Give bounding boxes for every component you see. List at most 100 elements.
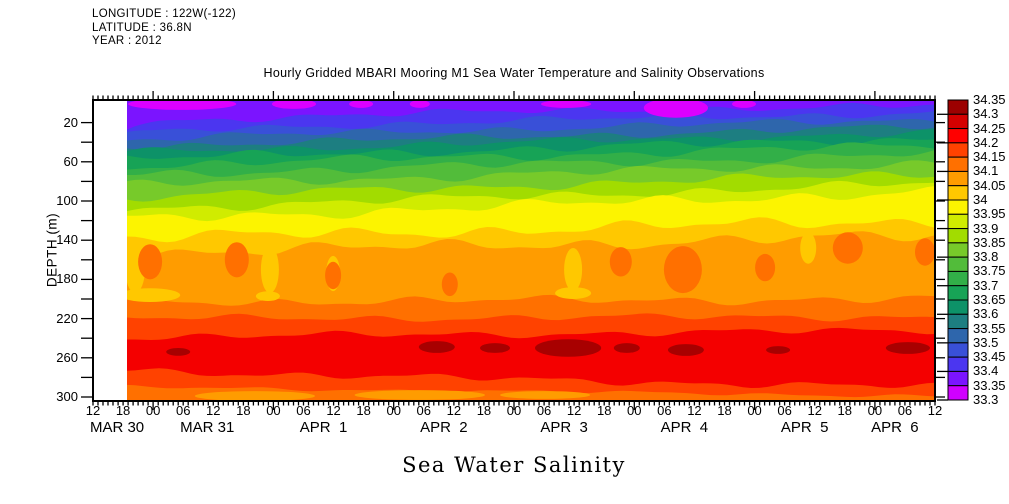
- x-hour-label: 18: [236, 403, 251, 418]
- x-hour-label: 06: [416, 403, 432, 418]
- colorbar-label: 34.35: [973, 92, 1006, 107]
- x-hour-label: 18: [596, 403, 612, 418]
- dark-red-cores: [480, 343, 510, 353]
- x-date-label: APR 3: [540, 419, 588, 436]
- year-text: YEAR : 2012: [92, 35, 162, 47]
- x-date-label: APR 5: [780, 419, 829, 436]
- y-tick-label: 220: [56, 310, 78, 326]
- x-hour-label: 12: [566, 403, 582, 418]
- x-hour-label: 12: [446, 403, 462, 418]
- colorbar-cell: [947, 342, 969, 358]
- colorbar-label: 33.85: [973, 234, 1006, 250]
- plot-title: Hourly Gridded MBARI Mooring M1 Sea Wate…: [263, 66, 765, 80]
- contour-bands: [127, 100, 935, 401]
- y-tick-label: 60: [63, 153, 78, 169]
- x-hour-label: 06: [536, 403, 552, 418]
- x-hour-label: 00: [266, 403, 281, 418]
- colorbar-cell: [947, 370, 969, 387]
- colorbar-label: 34.1: [973, 163, 999, 179]
- orange-plumes: [609, 247, 632, 277]
- colorbar-cell: [947, 128, 969, 144]
- colorbar-label: 34.3: [973, 106, 999, 122]
- light-orange-bottom-patches: [499, 391, 591, 399]
- x-hour-label: 18: [476, 403, 492, 418]
- colorbar-cell: [947, 242, 969, 258]
- orange-plumes: [832, 232, 863, 264]
- x-hour-label: 18: [837, 403, 853, 418]
- colorbar-cell: [947, 199, 969, 215]
- colorbar-cell: [947, 356, 969, 372]
- colorbar-cell: [947, 385, 969, 401]
- y-tick-label: 140: [56, 232, 78, 248]
- colorbar: [937, 99, 969, 401]
- colorbar-label: 34.15: [973, 149, 1006, 165]
- gold-intrusions: [260, 246, 279, 294]
- orange-plumes: [663, 246, 702, 294]
- x-date-label: MAR 30: [89, 419, 145, 436]
- x-date-label: MAR 31: [180, 419, 235, 436]
- x-hour-label: 18: [356, 403, 371, 418]
- x-hour-label: 12: [206, 403, 221, 418]
- magenta-surface-patches: [643, 100, 708, 118]
- x-hour-label: 18: [717, 403, 732, 418]
- dark-red-cores: [766, 346, 791, 354]
- magenta-surface-patches: [409, 100, 430, 108]
- colorbar-label: 34.2: [973, 134, 999, 150]
- colorbar-label: 33.45: [973, 349, 1006, 365]
- orange-plumes: [224, 242, 249, 278]
- gold-intrusions: [127, 288, 181, 302]
- colorbar-label: 33.7: [973, 277, 999, 293]
- orange-plumes: [755, 253, 776, 282]
- gold-intrusions: [564, 248, 583, 292]
- colorbar-label: 33.55: [973, 320, 1006, 336]
- x-hour-label: 00: [627, 403, 642, 418]
- x-date-label: APR 6: [871, 419, 919, 436]
- dark-red-cores: [418, 341, 455, 353]
- x-hour-label: 06: [897, 403, 913, 418]
- latitude-text: LATITUDE : 36.8N: [92, 21, 192, 34]
- gold-intrusions: [255, 291, 280, 301]
- light-orange-bottom-patches: [194, 391, 315, 401]
- magenta-surface-patches: [271, 100, 317, 109]
- orange-plumes: [915, 238, 935, 266]
- colorbar-label: 33.9: [973, 220, 999, 236]
- colorbar-label: 34.25: [973, 120, 1006, 136]
- x-hour-label: 00: [867, 403, 883, 418]
- x-hour-label: 12: [927, 403, 943, 418]
- colorbar-label: 33.6: [973, 306, 999, 322]
- dark-red-cores: [613, 343, 640, 353]
- colorbar-cell: [947, 256, 969, 272]
- x-hour-label: 06: [296, 403, 311, 418]
- x-hour-label: 18: [115, 403, 131, 418]
- colorbar-cell: [947, 299, 969, 315]
- metadata-header: LONGITUDE : 122W(-122) LATITUDE : 36.8N …: [92, 8, 236, 49]
- colorbar-label: 33.95: [973, 206, 1006, 222]
- colorbar-cell: [947, 170, 969, 187]
- colorbar-cell: [947, 228, 969, 244]
- x-ticks: [92, 91, 936, 410]
- x-hour-label: 06: [657, 403, 672, 418]
- gold-intrusions: [800, 232, 817, 264]
- x-hour-label: 12: [326, 403, 341, 418]
- colorbar-label: 33.75: [973, 263, 1006, 279]
- light-orange-bottom-patches: [354, 390, 485, 400]
- y-tick-label: 300: [56, 389, 78, 404]
- dark-red-cores: [667, 344, 704, 356]
- colorbar-label: 33.8: [973, 249, 999, 265]
- y-tick-label: 180: [56, 271, 78, 287]
- x-date-label: APR 1: [299, 419, 348, 436]
- x-hour-label: 06: [175, 403, 191, 418]
- x-hour-label: 00: [386, 403, 401, 418]
- colorbar-cell: [947, 270, 969, 287]
- orange-plumes: [325, 261, 342, 290]
- y-ticks: [81, 121, 945, 398]
- magenta-surface-patches: [128, 100, 237, 110]
- magenta-surface-patches: [541, 100, 592, 108]
- colorbar-cell: [947, 113, 969, 130]
- orange-plumes: [441, 272, 458, 297]
- gold-intrusions: [555, 287, 592, 299]
- colorbar-label: 33.5: [973, 334, 999, 350]
- dark-red-cores: [166, 348, 191, 356]
- x-hour-label: 00: [506, 403, 522, 418]
